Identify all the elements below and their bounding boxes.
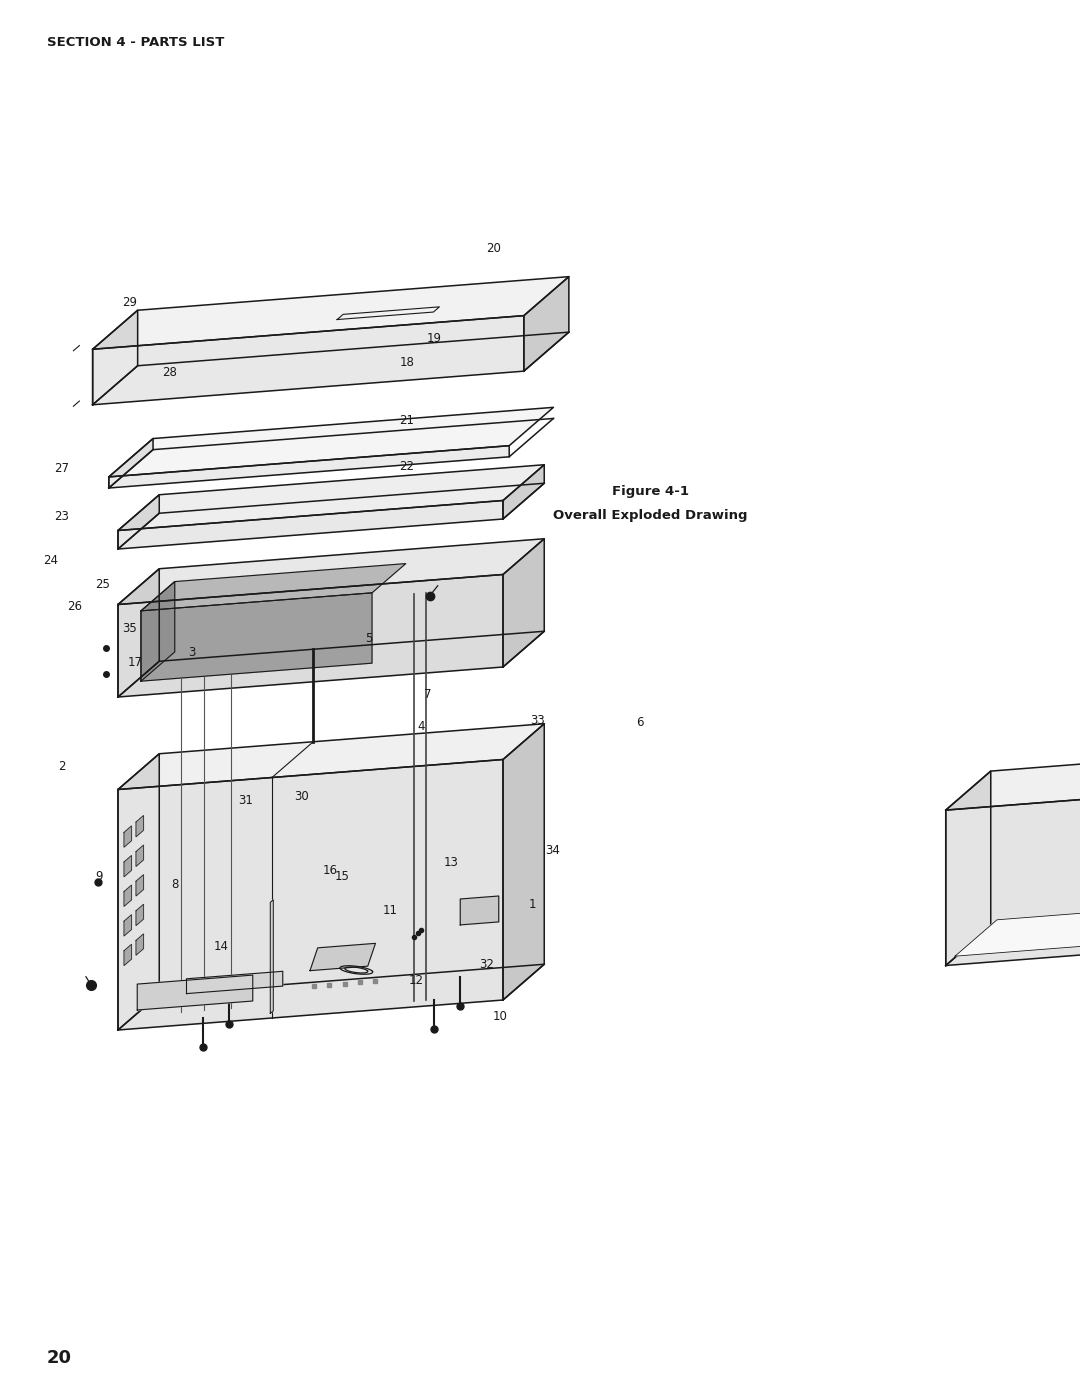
Text: 22: 22 xyxy=(400,461,415,474)
Text: 6: 6 xyxy=(636,717,644,729)
Text: 18: 18 xyxy=(400,356,415,369)
Text: Figure 4-1: Figure 4-1 xyxy=(611,486,689,499)
Polygon shape xyxy=(270,900,273,1013)
Polygon shape xyxy=(136,875,144,895)
Polygon shape xyxy=(141,581,175,682)
Polygon shape xyxy=(93,310,137,405)
Text: 12: 12 xyxy=(408,975,423,988)
Polygon shape xyxy=(124,944,132,965)
Text: 32: 32 xyxy=(480,958,495,971)
Text: 4: 4 xyxy=(417,719,424,732)
Polygon shape xyxy=(136,935,144,956)
Polygon shape xyxy=(460,895,499,925)
Polygon shape xyxy=(109,446,509,488)
Text: 15: 15 xyxy=(335,870,350,883)
Text: 1: 1 xyxy=(528,898,536,911)
Text: 30: 30 xyxy=(295,789,309,802)
Polygon shape xyxy=(118,465,544,531)
Text: 8: 8 xyxy=(172,879,178,891)
Polygon shape xyxy=(946,799,1080,965)
Text: 9: 9 xyxy=(95,870,103,883)
Text: 23: 23 xyxy=(55,510,69,522)
Polygon shape xyxy=(136,816,144,837)
Polygon shape xyxy=(118,495,159,549)
Text: 13: 13 xyxy=(444,855,458,869)
Text: 28: 28 xyxy=(163,366,177,380)
Polygon shape xyxy=(109,439,153,488)
Text: 25: 25 xyxy=(95,578,110,591)
Text: 19: 19 xyxy=(427,331,442,345)
Text: 16: 16 xyxy=(323,863,337,876)
Polygon shape xyxy=(141,592,372,682)
Polygon shape xyxy=(124,915,132,936)
Text: 3: 3 xyxy=(188,647,195,659)
Text: 14: 14 xyxy=(214,940,229,953)
Text: Overall Exploded Drawing: Overall Exploded Drawing xyxy=(553,509,747,521)
Polygon shape xyxy=(93,316,524,405)
Polygon shape xyxy=(141,563,406,610)
Text: 17: 17 xyxy=(127,657,143,669)
Polygon shape xyxy=(118,574,503,697)
Polygon shape xyxy=(137,975,253,1010)
Polygon shape xyxy=(124,826,132,847)
Polygon shape xyxy=(503,724,544,1000)
Polygon shape xyxy=(503,539,544,666)
Polygon shape xyxy=(118,760,503,1030)
Polygon shape xyxy=(946,771,990,965)
Text: 29: 29 xyxy=(122,296,137,309)
Polygon shape xyxy=(93,277,569,349)
Polygon shape xyxy=(136,845,144,866)
Polygon shape xyxy=(946,760,1080,810)
Text: 10: 10 xyxy=(492,1010,508,1023)
Polygon shape xyxy=(187,971,283,993)
Polygon shape xyxy=(136,904,144,926)
Polygon shape xyxy=(955,909,1080,956)
Polygon shape xyxy=(118,724,544,789)
Polygon shape xyxy=(118,569,159,697)
Text: 24: 24 xyxy=(43,553,58,567)
Text: 26: 26 xyxy=(67,601,82,613)
Polygon shape xyxy=(124,855,132,877)
Text: 21: 21 xyxy=(400,414,415,426)
Text: SECTION 4 - PARTS LIST: SECTION 4 - PARTS LIST xyxy=(48,36,225,49)
Text: 34: 34 xyxy=(545,845,561,858)
Text: 7: 7 xyxy=(424,689,432,701)
Text: 33: 33 xyxy=(530,714,545,726)
Text: 20: 20 xyxy=(487,242,501,254)
Text: 2: 2 xyxy=(58,760,66,773)
Polygon shape xyxy=(118,539,544,605)
Polygon shape xyxy=(310,943,376,971)
Polygon shape xyxy=(118,500,503,549)
Text: 5: 5 xyxy=(365,631,373,644)
Polygon shape xyxy=(124,886,132,907)
Polygon shape xyxy=(524,277,569,372)
Polygon shape xyxy=(503,465,544,520)
Text: 31: 31 xyxy=(239,795,254,807)
Text: 27: 27 xyxy=(54,461,69,475)
Text: 35: 35 xyxy=(123,622,137,634)
Polygon shape xyxy=(109,408,553,476)
Text: 20: 20 xyxy=(48,1350,72,1368)
Polygon shape xyxy=(118,754,159,1030)
Text: 11: 11 xyxy=(382,904,397,916)
